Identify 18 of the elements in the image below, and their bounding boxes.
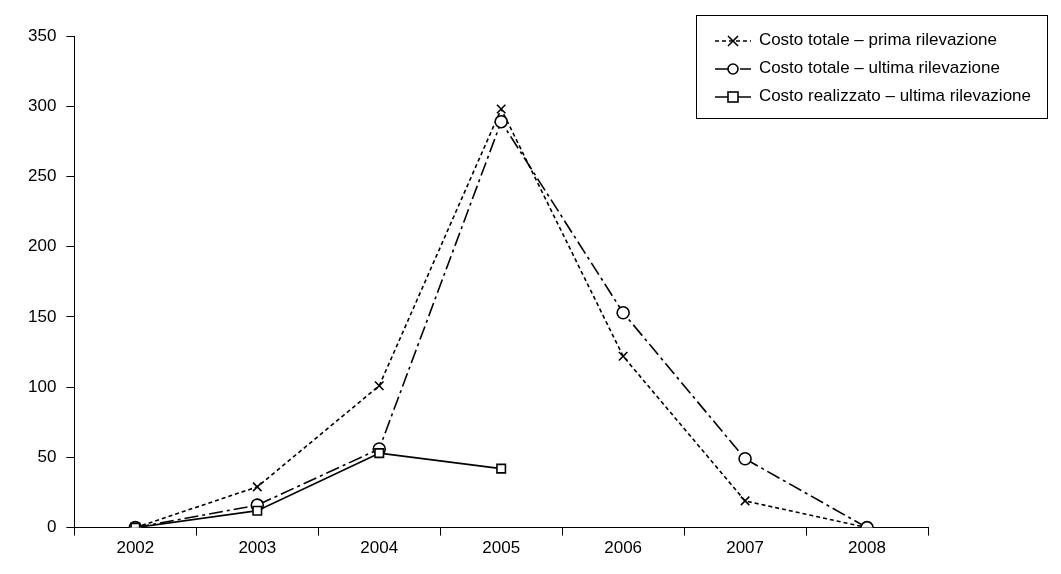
y-tick-label: 50 bbox=[37, 447, 57, 467]
x-tick-label: 2005 bbox=[482, 538, 521, 558]
legend-label: Costo realizzato – ultima rilevazione bbox=[758, 86, 1031, 105]
x-tick-label: 2006 bbox=[604, 538, 643, 558]
x-tick-label: 2002 bbox=[116, 538, 155, 558]
x-tick-label: 2004 bbox=[360, 538, 399, 558]
x-tick-label: 2007 bbox=[726, 538, 764, 558]
y-tick-label: 350 bbox=[27, 25, 57, 45]
y-tick-label: 100 bbox=[27, 376, 57, 396]
x-tick-label: 2008 bbox=[848, 538, 886, 558]
x-tick-label: 2003 bbox=[238, 538, 277, 558]
y-tick-label: 250 bbox=[27, 166, 57, 186]
y-tick-label: 150 bbox=[27, 306, 57, 326]
y-tick-label: 300 bbox=[27, 95, 57, 115]
legend-label: Costo totale – prima rilevazione bbox=[758, 30, 997, 49]
y-tick-label: 0 bbox=[46, 517, 57, 537]
y-tick-label: 200 bbox=[27, 236, 57, 256]
legend-label: Costo totale – ultima rilevazione bbox=[758, 58, 1000, 77]
